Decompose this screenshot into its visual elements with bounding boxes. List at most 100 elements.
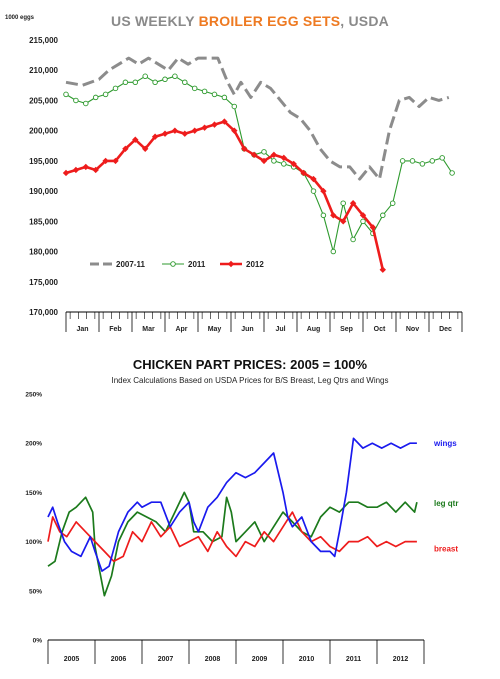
- data-point: [280, 154, 287, 162]
- data-point: [152, 79, 158, 86]
- data-point: [151, 133, 159, 140]
- y-tick-label: 200,000: [29, 127, 58, 136]
- series-line: [65, 56, 450, 181]
- y-axis-unit-label: 1000 eggs: [5, 15, 35, 21]
- data-point: [191, 127, 198, 134]
- data-point: [241, 145, 248, 152]
- data-point: [290, 160, 297, 168]
- data-point: [231, 127, 238, 134]
- chart-subtitle-part-prices: Index Calculations Based on USDA Prices …: [111, 376, 389, 385]
- data-point: [201, 124, 208, 131]
- data-point: [142, 145, 149, 152]
- legend-label: 2011: [188, 260, 206, 269]
- data-point: [270, 151, 278, 159]
- data-point: [201, 88, 208, 95]
- data-point: [399, 158, 406, 164]
- series-line: [47, 437, 417, 572]
- series-line: [65, 75, 453, 253]
- data-point: [181, 130, 188, 137]
- x-tick-label: Apr: [175, 326, 187, 333]
- x-tick-label: 2007: [158, 656, 174, 663]
- legend-marker: [170, 261, 176, 267]
- y-tick-label: 150%: [25, 490, 42, 497]
- data-point: [62, 169, 70, 177]
- data-point: [211, 91, 218, 98]
- data-point: [112, 157, 119, 165]
- data-point: [300, 169, 307, 177]
- data-point: [409, 158, 416, 164]
- data-point: [191, 85, 198, 92]
- data-point: [349, 200, 357, 207]
- data-point: [340, 218, 347, 225]
- x-tick-label: May: [208, 326, 222, 333]
- title-prefix: US WEEKLY: [111, 13, 199, 29]
- data-point: [221, 118, 228, 125]
- y-tick-label: 180,000: [29, 248, 58, 257]
- data-point: [350, 236, 356, 243]
- data-point: [429, 158, 436, 164]
- data-point: [92, 94, 99, 101]
- y-tick-label: 185,000: [29, 217, 58, 226]
- y-tick-label: 100%: [25, 539, 42, 546]
- y-tick-label: 200%: [25, 441, 42, 448]
- y-tick-label: 175,000: [29, 278, 58, 287]
- legend-marker: [227, 260, 235, 268]
- data-point: [320, 187, 327, 195]
- data-point: [142, 73, 148, 80]
- data-point: [102, 91, 109, 98]
- data-point: [182, 79, 188, 86]
- data-point: [389, 200, 396, 206]
- data-point: [231, 103, 238, 110]
- legend-label: 2007-11: [116, 260, 145, 269]
- data-point: [83, 100, 89, 107]
- data-point: [221, 94, 228, 101]
- x-tick-label: Sep: [340, 326, 353, 333]
- x-tick-label: 2005: [64, 656, 80, 663]
- legend-label: 2012: [246, 260, 264, 269]
- title-suffix: , USDA: [340, 13, 389, 29]
- y-tick-label: 215,000: [29, 36, 58, 45]
- data-point: [379, 266, 386, 273]
- data-point: [330, 248, 337, 255]
- data-point: [360, 218, 366, 225]
- y-tick-label: 50%: [29, 588, 42, 595]
- x-tick-label: Jul: [275, 326, 285, 333]
- x-tick-label: 2011: [346, 656, 361, 663]
- data-point: [320, 212, 327, 219]
- x-tick-label: 2009: [252, 656, 268, 663]
- data-point: [132, 136, 139, 143]
- x-tick-label: Feb: [109, 326, 121, 333]
- data-point: [102, 157, 109, 165]
- data-point: [260, 157, 268, 165]
- x-tick-label: 2008: [205, 656, 221, 663]
- x-tick-label: Jun: [241, 326, 253, 333]
- data-point: [310, 175, 317, 183]
- series-line: [47, 491, 418, 597]
- x-tick-label: Dec: [439, 326, 452, 333]
- data-point: [63, 91, 69, 98]
- data-point: [419, 161, 426, 167]
- y-tick-label: 190,000: [29, 187, 58, 196]
- y-tick-label: 0%: [33, 638, 43, 645]
- x-tick-label: Mar: [142, 326, 155, 333]
- data-point: [369, 224, 377, 231]
- x-tick-label: Oct: [374, 326, 386, 333]
- data-point: [82, 163, 89, 171]
- x-tick-label: Jan: [76, 326, 88, 333]
- y-tick-label: 195,000: [29, 157, 58, 166]
- data-point: [330, 212, 337, 219]
- chart-title-part-prices: CHICKEN PART PRICES: 2005 = 100%: [132, 357, 368, 372]
- x-tick-label: 2012: [393, 656, 409, 663]
- data-point: [250, 151, 258, 159]
- data-point: [211, 121, 218, 128]
- x-tick-label: Aug: [307, 326, 321, 333]
- series-line: [47, 511, 417, 563]
- data-point: [161, 130, 169, 137]
- series-end-label: wings: [433, 439, 457, 448]
- series-end-label: leg qtr: [434, 499, 458, 508]
- y-tick-label: 170,000: [29, 308, 58, 317]
- y-tick-label: 250%: [25, 392, 42, 399]
- data-point: [162, 76, 168, 83]
- egg-sets-chart: 170,000 175,000 180,000 185,000 190,000 195,0…: [29, 36, 463, 333]
